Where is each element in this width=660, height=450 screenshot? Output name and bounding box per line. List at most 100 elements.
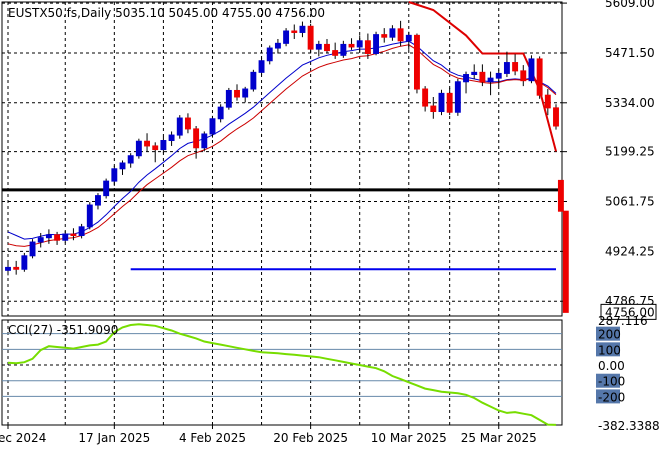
candle-body bbox=[528, 58, 535, 82]
candle-body bbox=[54, 234, 61, 241]
candle-body bbox=[111, 168, 118, 182]
x-tick-label: 20 Feb 2025 bbox=[273, 431, 348, 445]
candle-body bbox=[176, 117, 183, 136]
cci-title: CCI(27) -351.9090 bbox=[8, 323, 118, 337]
cci-level-badge bbox=[596, 373, 620, 388]
candle-body bbox=[479, 71, 486, 83]
candle-body bbox=[160, 140, 167, 151]
cci-level-badge bbox=[596, 342, 620, 357]
candle-body bbox=[332, 50, 339, 56]
candle-body bbox=[438, 92, 445, 113]
candle-body bbox=[250, 71, 257, 90]
candle-body bbox=[291, 30, 298, 33]
candle-body bbox=[364, 40, 371, 54]
candle-body bbox=[21, 255, 28, 270]
candle-body bbox=[217, 106, 224, 120]
candle-body bbox=[356, 40, 363, 48]
candle-body bbox=[225, 89, 232, 108]
candle-body bbox=[562, 210, 569, 313]
candle-body bbox=[119, 162, 126, 170]
cci-level-badge bbox=[596, 326, 620, 341]
candle-body bbox=[446, 92, 453, 113]
cci-axis-label: 0.00 bbox=[598, 359, 625, 373]
candle-body bbox=[557, 179, 564, 212]
candle-body bbox=[135, 140, 142, 157]
price-tick-label: 5334.00 bbox=[605, 96, 655, 110]
candle-body bbox=[348, 43, 355, 48]
x-tick-label: 30 Dec 2024 bbox=[0, 431, 46, 445]
x-tick-label: 10 Mar 2025 bbox=[371, 431, 447, 445]
cci-axis-label: 200 bbox=[598, 328, 621, 342]
cci-panel-frame bbox=[1, 319, 563, 426]
candle-body bbox=[193, 128, 200, 149]
candle-body bbox=[37, 237, 44, 243]
candle-body bbox=[299, 25, 306, 33]
price-tick-label: 5199.25 bbox=[605, 145, 655, 159]
candle-body bbox=[242, 88, 249, 98]
main-panel-frame bbox=[1, 1, 563, 317]
cci-axis-label: -100 bbox=[598, 375, 625, 389]
candle-body bbox=[45, 234, 52, 239]
price-tick-label: 5609.00 bbox=[605, 0, 655, 10]
candle-body bbox=[463, 74, 469, 83]
last-price-label: 4756.00 bbox=[605, 305, 655, 319]
candle-body bbox=[381, 34, 388, 38]
candle-body bbox=[5, 266, 11, 271]
candle-body bbox=[512, 62, 519, 72]
candle-body bbox=[405, 34, 412, 42]
candle-body bbox=[258, 60, 265, 73]
cci-axis-label: 287.116 bbox=[598, 314, 648, 328]
price-tick-label: 5061.75 bbox=[605, 195, 655, 209]
candle-body bbox=[503, 62, 510, 74]
price-tick-label: 5471.50 bbox=[605, 46, 655, 60]
candle-body bbox=[184, 117, 191, 130]
candle-body bbox=[422, 88, 429, 107]
cci-axis-label: 100 bbox=[598, 343, 621, 357]
candle-body bbox=[209, 118, 216, 135]
cci-line bbox=[7, 323, 557, 426]
candle-body bbox=[430, 105, 437, 113]
candle-body bbox=[266, 47, 273, 62]
candle-body bbox=[373, 34, 380, 54]
candle-body bbox=[29, 241, 36, 257]
candle-body bbox=[283, 30, 290, 44]
candle-body bbox=[340, 43, 347, 56]
last-price-box bbox=[600, 303, 657, 320]
cci-axis-label: -200 bbox=[598, 390, 625, 404]
candle-body bbox=[86, 204, 93, 228]
candle-body bbox=[70, 233, 77, 237]
candle-body bbox=[324, 43, 330, 52]
candle-body bbox=[168, 134, 175, 142]
x-tick-label: 25 Mar 2025 bbox=[461, 431, 537, 445]
x-tick-label: 17 Jan 2025 bbox=[78, 431, 150, 445]
cci-level-badge bbox=[596, 389, 620, 404]
candle-body bbox=[274, 42, 281, 49]
candle-body bbox=[95, 195, 101, 206]
candle-body bbox=[471, 71, 478, 76]
candle-body bbox=[495, 72, 502, 79]
cci-axis-label: -382.3388 bbox=[598, 419, 660, 433]
candle-body bbox=[487, 77, 494, 83]
candle-body bbox=[307, 25, 314, 50]
candle-body bbox=[103, 180, 110, 197]
candle-body bbox=[144, 140, 150, 147]
candle-body bbox=[78, 226, 85, 237]
candle-body bbox=[234, 89, 240, 98]
chart-title: EUSTX50.fs,Daily 5035.10 5045.00 4755.00… bbox=[8, 6, 325, 20]
candle-body bbox=[315, 43, 322, 50]
candle-body bbox=[520, 70, 527, 82]
x-tick-label: 4 Feb 2025 bbox=[179, 431, 246, 445]
candle-body bbox=[414, 34, 420, 90]
candle-body bbox=[13, 266, 20, 270]
candle-body bbox=[201, 133, 208, 149]
candle-body bbox=[454, 81, 461, 113]
candle-body bbox=[553, 107, 559, 127]
candle-body bbox=[127, 155, 134, 164]
price-tick-label: 4924.25 bbox=[605, 244, 655, 258]
candle-body bbox=[397, 28, 404, 42]
candle-body bbox=[62, 233, 69, 241]
candle-body bbox=[536, 58, 543, 96]
candle-body bbox=[389, 28, 396, 38]
candle-body bbox=[152, 145, 159, 151]
